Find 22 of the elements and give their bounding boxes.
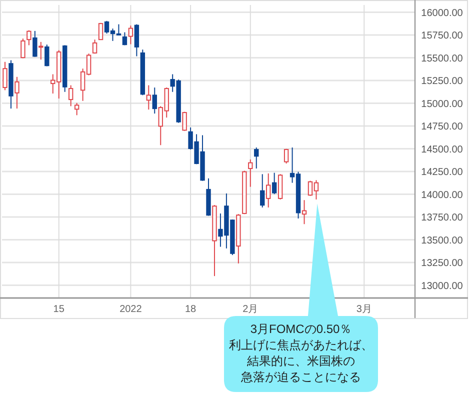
- x-tick-label: 2022: [120, 304, 142, 315]
- y-tick-label: 16000.00: [421, 8, 464, 19]
- y-tick-label: 15250.00: [421, 76, 464, 88]
- x-tick-label: 3月: [356, 304, 372, 315]
- y-tick-label: 13500.00: [421, 235, 464, 246]
- text: 結果的に、米国株の: [246, 354, 355, 368]
- y-tick-label: 15000.00: [421, 98, 464, 110]
- y-tick-label: 13000.00: [421, 280, 464, 292]
- text: 利上げに焦点があたれば、: [229, 338, 373, 352]
- y-tick-label: 14500.00: [421, 144, 464, 156]
- x-tick-label: 2月: [242, 304, 258, 315]
- y-tick-label: 14750.00: [421, 122, 464, 133]
- text: 急落が迫ることになる: [240, 370, 361, 384]
- y-tick-label: 14000.00: [421, 190, 464, 201]
- y-tick-label: 13750.00: [421, 212, 464, 224]
- y-tick-label: 15750.00: [421, 30, 464, 42]
- y-tick-label: 15500.00: [421, 53, 464, 64]
- y-tick-label: 13250.00: [421, 258, 464, 270]
- y-tick-label: 14250.00: [421, 167, 464, 178]
- x-tick-label: 15: [53, 304, 65, 315]
- x-tick-label: 18: [184, 304, 197, 315]
- text: 3月FOMCの0.50％: [250, 322, 352, 336]
